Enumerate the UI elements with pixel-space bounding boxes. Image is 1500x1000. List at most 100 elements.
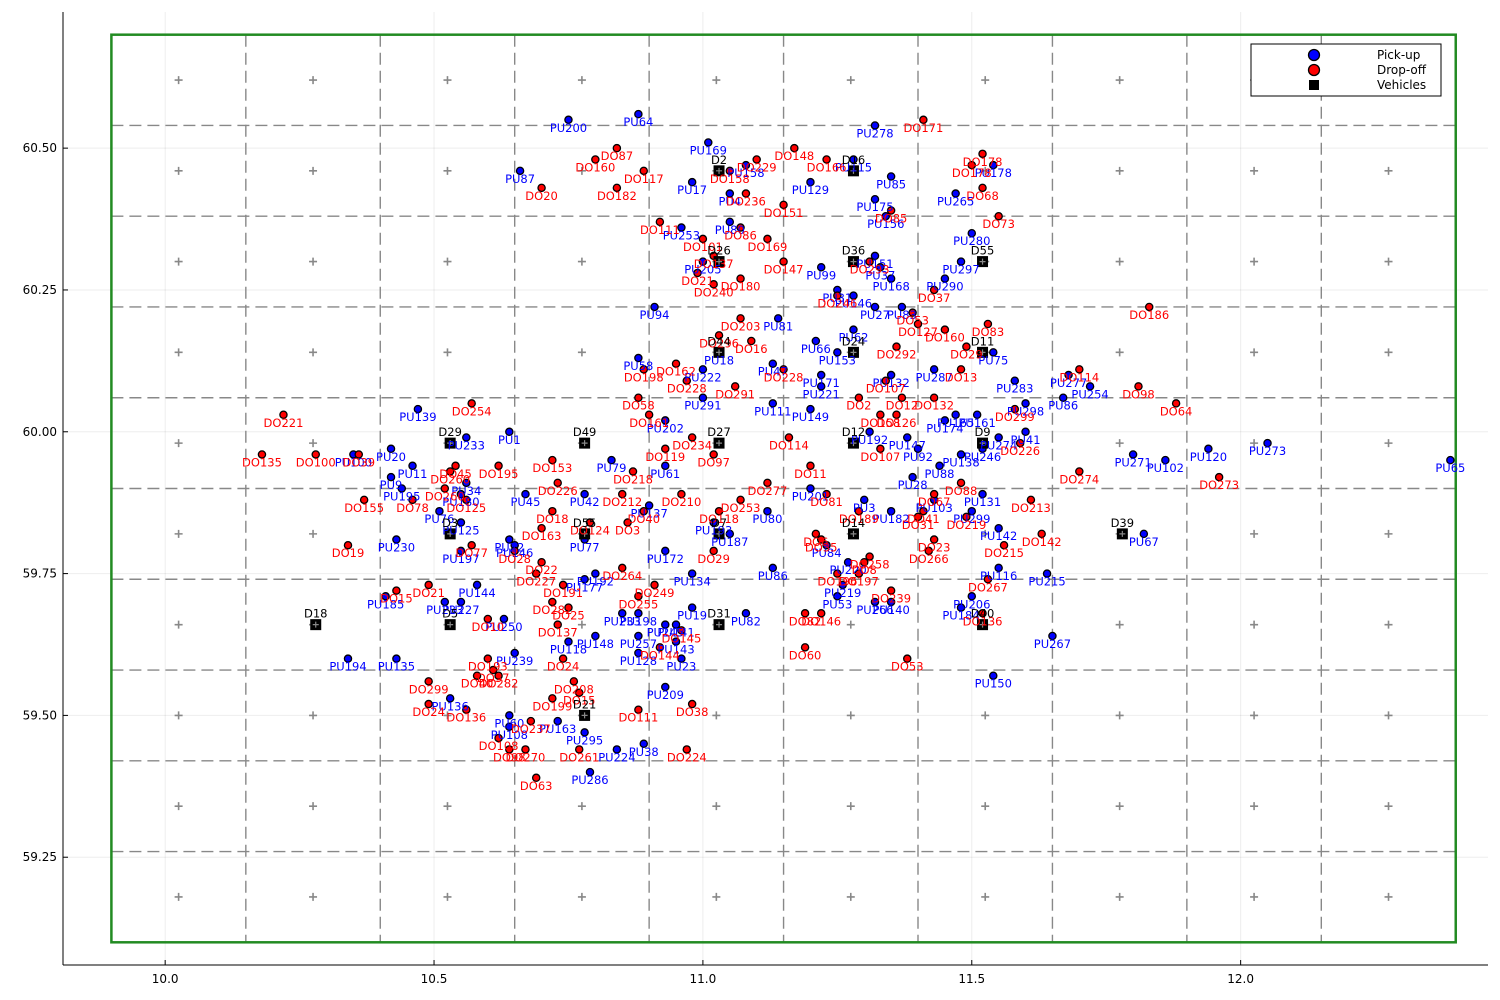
pickup-label: PU233 [448, 438, 485, 452]
dropoff-point [876, 444, 885, 454]
zone-center-marker [174, 711, 183, 720]
pickup-point [1042, 569, 1052, 578]
y-tick-label: 60.50 [23, 141, 57, 155]
dropoff-label: DO180 [721, 280, 761, 294]
y-tick-label: 60.25 [23, 283, 57, 297]
pickup-label: PU299 [953, 512, 990, 526]
pickup-point [833, 592, 842, 601]
dropoff-label: DO25 [552, 609, 585, 623]
zone-center-marker [1384, 529, 1393, 538]
zone-center-marker [1115, 166, 1124, 175]
pickup-label: PU287 [915, 370, 952, 384]
pickup-point [1064, 370, 1073, 380]
zone-center-marker [1250, 892, 1259, 901]
vehicle-marker-cross [581, 712, 588, 719]
dropoff-label: DO114 [1059, 370, 1099, 384]
vehicle-label: D18 [304, 607, 328, 621]
dropoff-point [865, 552, 874, 561]
dropoff-label: DO100 [296, 455, 336, 469]
x-tick-label: 11.5 [958, 972, 985, 986]
dropoff-point [714, 331, 724, 340]
dropoff-point [929, 393, 939, 402]
pickup-point [456, 489, 466, 499]
dropoff-label: DO228 [667, 382, 707, 396]
dropoff-label: DO118 [699, 512, 739, 526]
pickup-point [505, 711, 514, 720]
pickup-point [505, 427, 514, 437]
pickup-point [661, 682, 670, 692]
dropoff-label: DO277 [748, 484, 788, 498]
dropoff-point [634, 705, 643, 714]
dropoff-label: DO132 [914, 399, 954, 413]
dropoff-label: DO21 [412, 586, 445, 600]
x-tick-label: 11.0 [690, 972, 717, 986]
dropoff-label: DO68 [966, 189, 999, 203]
dropoff-label: DO299 [409, 682, 449, 696]
dropoff-point [1075, 467, 1084, 476]
dropoff-point [709, 450, 718, 459]
pickup-label: PU141 [657, 626, 694, 640]
dropoff-label: DO125 [446, 501, 486, 515]
dropoff-point [408, 495, 417, 505]
pickup-point [1204, 444, 1213, 454]
dropoff-label: DO274 [1059, 472, 1099, 486]
pickup-point [913, 444, 923, 454]
dropoff-point [472, 671, 482, 680]
pickup-label: PU201 [792, 490, 829, 504]
legend-label: Drop-off [1377, 63, 1427, 77]
dropoff-point [736, 274, 745, 283]
dropoff-point [940, 325, 950, 334]
pickup-point [661, 416, 670, 425]
vehicle-marker-cross [716, 621, 723, 628]
pickup-label: PU197 [442, 552, 479, 566]
pickup-point [806, 404, 815, 414]
pickup-label: PU147 [889, 438, 926, 452]
pickup-point [886, 370, 896, 380]
dropoff-label: DO219 [946, 518, 986, 532]
dropoff-label: DO240 [694, 285, 734, 299]
vehicle-label: D40 [971, 607, 995, 621]
dropoff-point [628, 467, 638, 476]
dropoff-point [687, 433, 697, 442]
vehicle-label: D36 [842, 244, 866, 258]
dropoff-point [747, 336, 756, 346]
dropoff-label: DO213 [1011, 501, 1051, 515]
pickup-label: PU60 [494, 716, 524, 730]
pickup-point [849, 325, 858, 334]
pickup-point [725, 529, 735, 539]
pickup-label: PU230 [378, 541, 415, 555]
pickup-label: PU100 [335, 455, 372, 469]
dropoff-label: DO136 [963, 614, 1003, 628]
pickup-label: PU192 [577, 575, 614, 589]
dropoff-point [462, 495, 471, 505]
dropoff-label: DO237 [511, 722, 551, 736]
pickup-label: PU156 [867, 217, 904, 231]
pickup-point [591, 569, 600, 578]
pickup-point [902, 433, 912, 442]
y-tick-label: 59.25 [23, 850, 57, 864]
pickup-point [816, 370, 826, 380]
pickup-label: PU175 [856, 200, 893, 214]
pickup-point [456, 518, 466, 527]
pickup-label: PU143 [657, 643, 694, 657]
zone-center-marker [1250, 257, 1259, 266]
pickup-label: PU137 [630, 507, 667, 521]
pickup-point [897, 302, 907, 312]
pickup-label: PU108 [491, 728, 528, 742]
zone-center-marker [1384, 892, 1393, 901]
dropoff-point [790, 143, 799, 153]
legend-box [1250, 43, 1442, 97]
dropoff-label: DO212 [602, 495, 642, 509]
dropoff-point [881, 376, 890, 385]
pickup-label: PU257 [620, 637, 657, 651]
vehicle-marker-cross [581, 530, 588, 537]
pickup-label: PU233 [426, 603, 463, 617]
dropoff-label: DO195 [479, 467, 519, 481]
vehicle-marker-cross [716, 167, 723, 174]
pickup-label: PU250 [485, 620, 522, 634]
dropoff-point [574, 745, 584, 754]
zone-center-marker [309, 802, 318, 811]
dropoff-point [978, 183, 987, 193]
pickup-label: PU79 [596, 461, 626, 475]
dropoff-label: DO137 [538, 626, 578, 640]
